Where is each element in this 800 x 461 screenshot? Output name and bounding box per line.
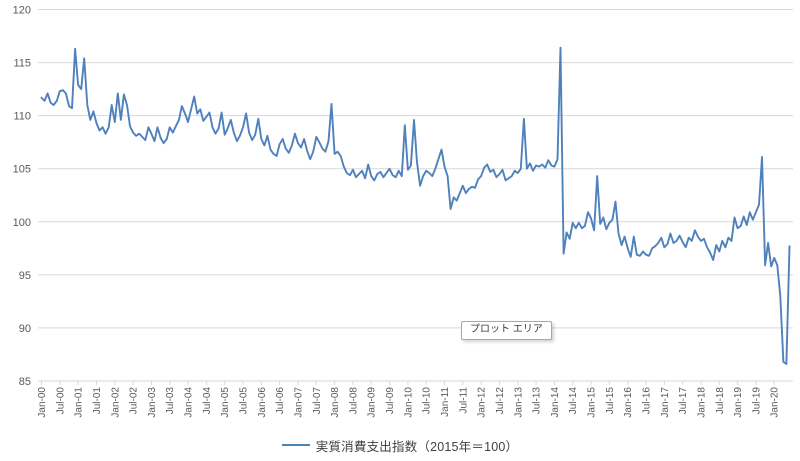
chart-svg: 120 115 110 105 100 95 90 85 Jan-00 Jul-00 Jan-01… (13, 5, 793, 418)
x-axis-label: Jan-16 (623, 387, 634, 418)
y-axis-label: 110 (13, 111, 31, 123)
y-axis-label: 100 (13, 217, 31, 229)
legend-line-swatch (281, 443, 310, 447)
x-axis-label: Jul-07 (312, 387, 323, 415)
x-axis-label: Jul-15 (605, 387, 616, 415)
y-axis-label: 115 (13, 58, 31, 70)
legend-label: 実質消費支出指数（2015年＝100） (315, 439, 519, 454)
x-axis-label: Jul-14 (568, 387, 579, 415)
x-axis-label: Jan-03 (147, 387, 158, 418)
x-axis-label: Jan-00 (37, 387, 48, 418)
x-axis-label: Jan-18 (696, 387, 707, 418)
x-axis-label: Jan-12 (477, 387, 488, 418)
x-axis-label: Jan-04 (184, 387, 195, 418)
x-axis-label: Jul-09 (385, 387, 396, 415)
x-axis-label: Jul-18 (715, 387, 726, 415)
series-line[interactable] (40, 46, 791, 365)
x-axis-label: Jan-09 (367, 387, 378, 418)
x-axis-label: Jan-15 (587, 387, 598, 418)
x-axis-label: Jul-12 (495, 387, 506, 415)
x-axis-label: Jul-04 (202, 387, 213, 415)
x-axis-label: Jul-00 (55, 387, 66, 415)
x-axis-label: Jan-06 (257, 387, 268, 418)
x-axis-label: Jan-20 (770, 387, 781, 418)
x-axis-label: Jul-03 (165, 387, 176, 415)
x-axis-label: Jul-05 (239, 387, 250, 415)
x-axis-label: Jan-05 (220, 387, 231, 418)
y-axis-label: 120 (13, 5, 31, 17)
y-axis-label: 105 (13, 164, 31, 176)
x-axis-label: Jan-01 (74, 387, 85, 418)
x-axis-label: Jan-08 (330, 387, 341, 418)
x-axis-label: Jan-10 (403, 387, 414, 418)
x-axis-label: Jul-02 (129, 387, 140, 415)
gridlines (38, 9, 793, 382)
x-axis-label: Jan-02 (110, 387, 121, 418)
x-axis-label: Jan-13 (513, 387, 524, 418)
x-axis-label: Jul-01 (92, 387, 103, 415)
y-axis-label: 90 (19, 323, 31, 335)
x-axis-label: Jul-11 (458, 387, 469, 414)
x-axis-label: Jul-16 (642, 387, 653, 415)
x-axis-label: Jan-19 (733, 387, 744, 418)
x-axis-label: Jan-11 (440, 387, 451, 417)
y-axis-label: 85 (19, 376, 31, 388)
x-axis-label: Jul-10 (422, 387, 433, 415)
x-axis-label: Jul-06 (275, 387, 286, 415)
legend[interactable]: 実質消費支出指数（2015年＝100） (0, 436, 800, 454)
plot-area-tooltip: プロット エリア (461, 321, 552, 340)
x-axis-label: Jan-07 (293, 387, 304, 418)
x-axis-label: Jan-17 (660, 387, 671, 418)
x-axis-label: Jul-13 (532, 387, 543, 415)
x-axis-label: Jan-14 (550, 387, 561, 418)
y-axis-label: 95 (19, 270, 31, 282)
x-axis[interactable]: Jan-00 Jul-00 Jan-01 Jul-01 Jan-02 Jul-02 Jan-… (37, 380, 793, 418)
x-axis-label: Jul-19 (751, 387, 762, 415)
y-axis[interactable]: 120 115 110 105 100 95 90 85 (13, 5, 31, 389)
x-axis-label: Jul-08 (348, 387, 359, 415)
x-axis-label: Jul-17 (678, 387, 689, 415)
